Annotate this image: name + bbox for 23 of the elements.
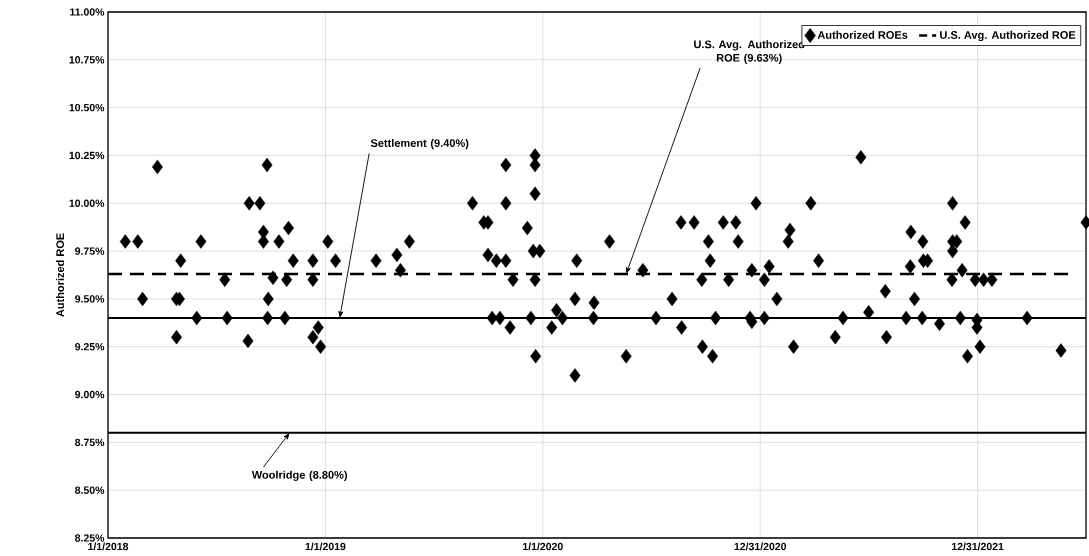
y-tick-label: 11.00% xyxy=(70,8,105,16)
y-tick-label: 10.00% xyxy=(69,199,105,207)
y-tick-label: 8.25% xyxy=(75,534,105,542)
x-tick-label: 1/1/2019 xyxy=(305,542,346,551)
y-tick-label: 9.75% xyxy=(75,247,105,255)
y-tick-label: 10.50% xyxy=(69,103,105,112)
x-tick-label: 12/31/2021 xyxy=(951,542,1004,551)
legend-label: Authorized ROEs xyxy=(817,30,908,39)
y-tick-label: 8.50% xyxy=(75,486,105,494)
y-tick-label: 8.75% xyxy=(75,438,105,447)
annotation: U.S. Avg. Authorized ROE (9.63%) xyxy=(694,40,805,64)
x-tick-label: 12/31/2020 xyxy=(734,542,787,551)
y-tick-label: 9.25% xyxy=(75,343,105,351)
y-axis-title: Authorized ROE xyxy=(55,233,65,317)
annotation: Settlement (9.40%) xyxy=(370,138,469,150)
y-tick-label: 9.50% xyxy=(75,295,105,303)
legend-label: U.S. Avg. Authorized ROE xyxy=(940,30,1076,42)
annotation: Woolridge (8.80%) xyxy=(251,470,347,481)
y-tick-label: 9.00% xyxy=(75,390,105,399)
y-tick-label: 10.75% xyxy=(69,56,105,64)
x-tick-label: 1/1/2018 xyxy=(88,542,129,551)
x-tick-label: 1/1/2020 xyxy=(523,542,563,551)
y-tick-label: 10.25% xyxy=(69,151,105,160)
